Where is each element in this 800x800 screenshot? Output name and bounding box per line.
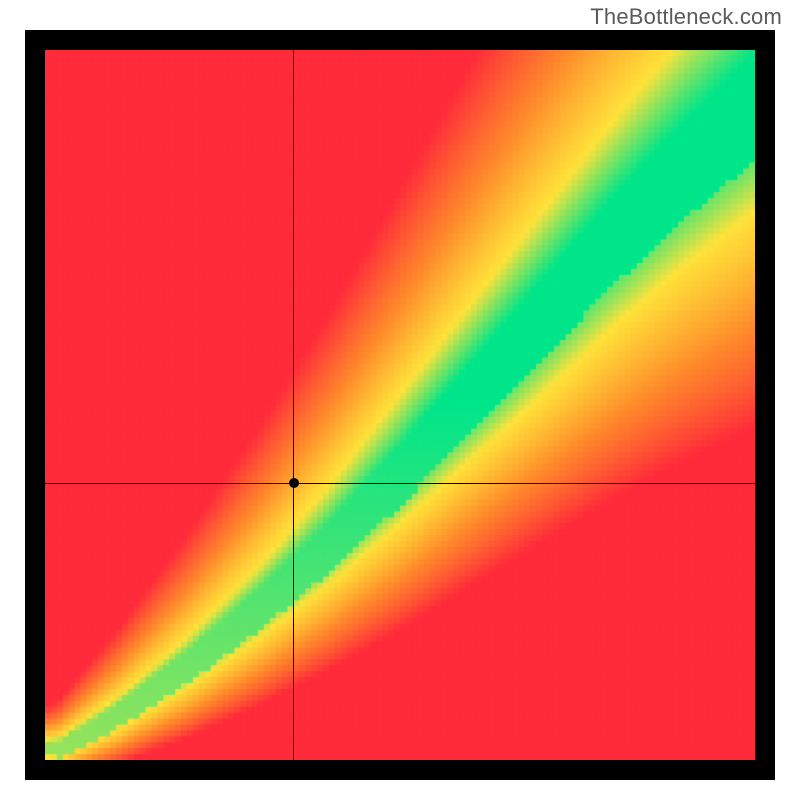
heatmap-canvas [45,50,755,760]
chart-container: TheBottleneck.com [0,0,800,800]
data-point-marker [289,478,299,488]
watermark-text: TheBottleneck.com [590,4,782,30]
crosshair-horizontal [45,483,755,484]
chart-frame [25,30,775,780]
crosshair-vertical [293,50,294,760]
